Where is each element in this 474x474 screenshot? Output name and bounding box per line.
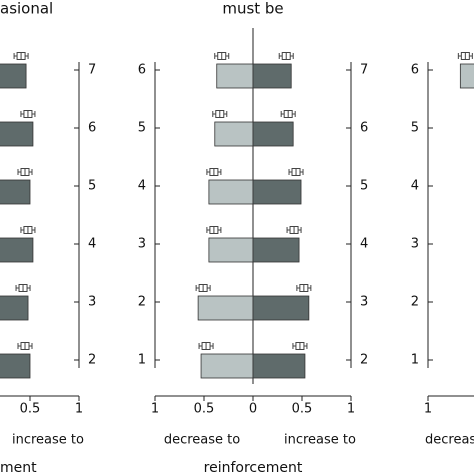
y-tick-label: 2 [411,295,419,310]
bar [252,353,306,379]
ci-glyph [280,110,296,118]
x-label-left: decreas [425,433,474,448]
x-tick-label: 0.5 [20,402,41,417]
ci-glyph [198,342,214,350]
y-tick-label: 1 [411,353,419,368]
x-tick-label: 1 [75,402,83,417]
y-tick-label: 4 [88,237,96,252]
ci-glyph [195,284,211,292]
ci-glyph [20,110,36,118]
y-tick-label: 1 [138,353,146,368]
y-tick-label: 6 [360,121,368,136]
y-tick-label: 5 [360,179,368,194]
x-tick-label: 1 [424,402,432,417]
bar [252,179,302,205]
x-label-left: decrease to [164,433,240,448]
x-axis-title: ment [0,460,37,474]
y-tick-label: 5 [138,121,146,136]
y-tick-label: 6 [411,63,419,78]
ci-glyph [288,168,304,176]
bar [459,63,474,89]
ci-glyph [457,52,473,60]
bar [252,295,310,321]
bar [0,237,34,263]
y-tick-label: 2 [88,353,96,368]
ci-glyph [296,284,312,292]
bar [200,353,254,379]
y-tick-label: 7 [360,63,368,78]
y-tick-label: 3 [88,295,96,310]
x-tick-label: 1 [151,402,159,417]
y-tick-label: 2 [138,295,146,310]
y-tick-label: 5 [411,121,419,136]
ci-glyph [13,52,29,60]
y-tick-label: 5 [88,179,96,194]
ci-glyph [278,52,294,60]
bar [208,237,254,263]
ci-glyph [212,110,228,118]
ci-glyph [20,226,36,234]
x-label-right: increase to [12,433,84,448]
ci-glyph [292,342,308,350]
x-tick-label: 0.5 [292,402,313,417]
x-tick-label: 0.5 [194,402,215,417]
x-label-right: increase to [284,433,356,448]
bar [0,63,27,89]
y-tick-label: 4 [138,179,146,194]
bar [208,179,254,205]
y-tick-label: 4 [411,179,419,194]
bar [252,63,292,89]
y-tick-label: 2 [360,353,368,368]
y-tick-label: 3 [360,295,368,310]
ci-glyph [206,168,222,176]
bar [0,353,31,379]
bar [197,295,254,321]
ci-glyph [17,342,33,350]
ci-glyph [17,168,33,176]
bar [252,237,300,263]
bar [0,295,29,321]
x-tick-label: 0 [249,402,257,417]
bar [0,121,34,147]
ci-glyph [15,284,31,292]
y-tick-label: 4 [360,237,368,252]
y-tick-label: 7 [88,63,96,78]
x-tick-label: 1 [347,402,355,417]
x-axis-title: reinforcement [204,460,303,474]
y-tick-label: 6 [88,121,96,136]
y-tick-label: 3 [138,237,146,252]
ci-glyph [286,226,302,234]
panel-title: must be [222,0,283,18]
y-tick-label: 6 [138,63,146,78]
y-tick-label: 3 [411,237,419,252]
ci-glyph [214,52,230,60]
bar [216,63,254,89]
panel-title: asional [0,0,53,18]
ci-glyph [206,226,222,234]
bar [0,179,31,205]
bar [252,121,294,147]
bar [214,121,254,147]
